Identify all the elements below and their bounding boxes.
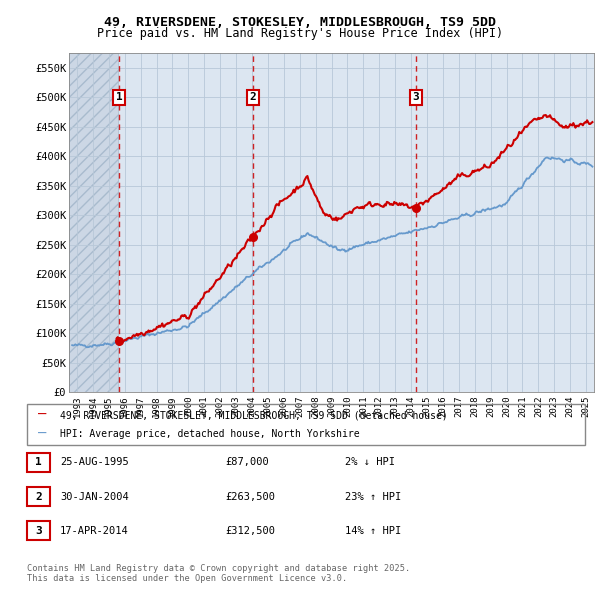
Text: 2: 2: [35, 491, 42, 502]
Text: £87,000: £87,000: [225, 457, 269, 467]
Text: £263,500: £263,500: [225, 491, 275, 502]
Text: Contains HM Land Registry data © Crown copyright and database right 2025.
This d: Contains HM Land Registry data © Crown c…: [27, 563, 410, 583]
Text: 49, RIVERSDENE, STOKESLEY, MIDDLESBROUGH, TS9 5DD: 49, RIVERSDENE, STOKESLEY, MIDDLESBROUGH…: [104, 16, 496, 29]
Text: 1: 1: [35, 457, 42, 467]
Text: 1: 1: [116, 93, 122, 102]
Text: 2: 2: [250, 93, 257, 102]
Text: —: —: [38, 408, 46, 422]
Text: £312,500: £312,500: [225, 526, 275, 536]
Text: 2% ↓ HPI: 2% ↓ HPI: [345, 457, 395, 467]
Bar: [69, 53, 118, 392]
Text: 23% ↑ HPI: 23% ↑ HPI: [345, 491, 401, 502]
Text: Price paid vs. HM Land Registry's House Price Index (HPI): Price paid vs. HM Land Registry's House …: [97, 27, 503, 40]
Text: 3: 3: [412, 93, 419, 102]
Text: 30-JAN-2004: 30-JAN-2004: [60, 491, 129, 502]
Text: 17-APR-2014: 17-APR-2014: [60, 526, 129, 536]
Text: 25-AUG-1995: 25-AUG-1995: [60, 457, 129, 467]
Text: 3: 3: [35, 526, 42, 536]
Text: HPI: Average price, detached house, North Yorkshire: HPI: Average price, detached house, Nort…: [60, 430, 359, 440]
Text: 49, RIVERSDENE, STOKESLEY, MIDDLESBROUGH, TS9 5DD (detached house): 49, RIVERSDENE, STOKESLEY, MIDDLESBROUGH…: [60, 410, 448, 420]
Text: —: —: [38, 427, 46, 441]
Text: 14% ↑ HPI: 14% ↑ HPI: [345, 526, 401, 536]
